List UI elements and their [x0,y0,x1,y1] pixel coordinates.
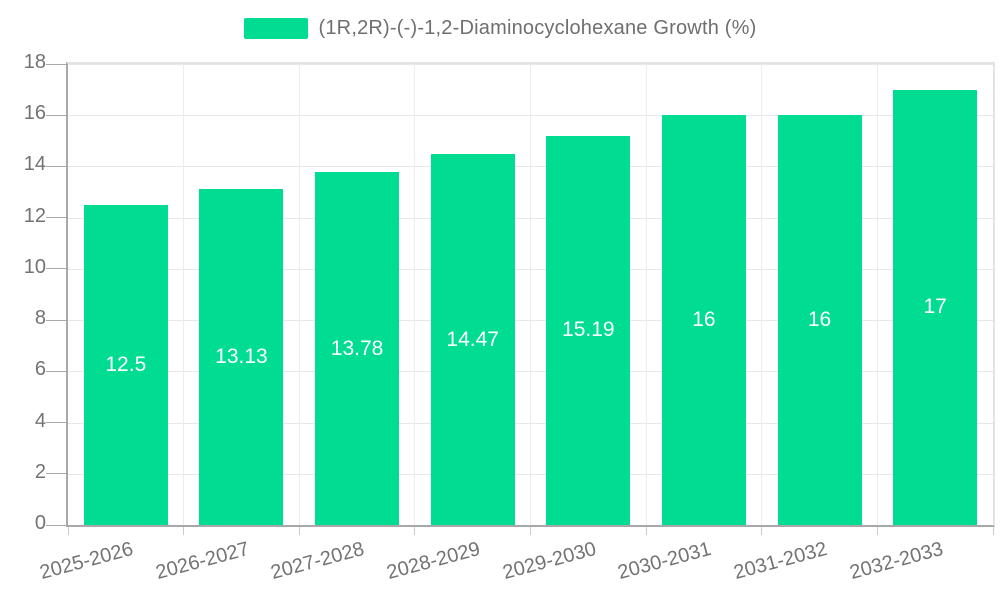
bar-value-label: 13.78 [330,336,384,360]
y-axis-tick [46,217,66,219]
bar[interactable]: 14.47 [430,154,515,525]
chart-legend[interactable]: (1R,2R)-(-)-1,2-Diaminocyclohexane Growt… [0,17,1000,40]
y-axis-tick [46,422,66,424]
legend-label: (1R,2R)-(-)-1,2-Diaminocyclohexane Growt… [318,17,757,39]
y-tick-label: 2 [34,460,46,483]
x-axis-tick [530,527,531,535]
bar[interactable]: 17 [893,89,978,525]
bar[interactable]: 13.13 [199,188,284,525]
y-tick-label: 8 [34,307,46,330]
y-axis-tick [46,63,66,65]
x-tick-label: 2030-2031 [615,537,714,584]
x-tick-label: 2031-2032 [731,537,830,584]
x-tick-label: 2032-2033 [847,537,946,584]
plot-area: 12.5 13.13 13.78 14.47 15.19 16 16 17 [46,62,995,535]
v-gridline [414,64,416,525]
bar-value-label: 14.47 [446,327,499,351]
y-tick-label: 18 [23,51,46,73]
v-gridline [530,64,531,525]
y-tick-label: 10 [23,255,46,278]
y-axis-tick [46,370,66,372]
x-tick-label: 2027-2028 [268,537,368,584]
v-gridline [876,64,878,525]
y-tick-label: 16 [23,102,46,125]
v-gridline [183,64,185,525]
y-axis-tick [46,524,66,526]
v-gridline [298,64,300,525]
bar[interactable]: 15.19 [546,135,631,525]
y-tick-label: 14 [23,153,46,176]
x-axis-tick [414,527,416,535]
legend-swatch-icon [243,18,308,39]
x-axis-tick [298,527,300,535]
x-axis-tick [183,527,185,535]
x-axis-labels: 2025-2026 2026-2027 2027-2028 2028-2029 2029… [38,525,993,600]
y-axis-tick [46,268,66,270]
y-tick-label: 4 [34,409,46,432]
x-tick-label: 2029-2030 [500,537,599,584]
x-axis-tick [876,527,878,535]
bar[interactable]: 16 [777,115,862,525]
bar[interactable]: 12.5 [83,204,168,525]
bar[interactable]: 13.78 [315,172,400,525]
x-axis-tick [645,527,647,535]
v-gridline [645,64,647,525]
x-axis-tick [992,527,994,535]
y-tick-label: 0 [34,512,46,534]
bar-value-label: 15.19 [562,318,615,342]
x-tick-label: 2025-2026 [37,537,136,584]
x-tick-label: 2026-2027 [153,537,252,584]
x-tick-label: 2028-2029 [384,537,483,584]
y-tick-label: 6 [34,358,46,381]
v-gridline [761,64,763,525]
bar[interactable]: 16 [661,115,746,525]
x-axis-tick [67,527,69,535]
bar-value-label: 16 [807,308,832,332]
bar-value-label: 17 [923,295,947,319]
y-axis-tick [46,473,66,475]
bar-value-label: 12.5 [105,352,147,376]
y-axis-tick [46,114,66,116]
bar-value-label: 16 [692,308,716,332]
y-axis-tick [46,319,66,321]
x-axis-tick [761,527,763,535]
y-axis-tick [46,165,66,167]
bar-value-label: 13.13 [215,344,268,368]
y-tick-label: 12 [23,204,46,227]
